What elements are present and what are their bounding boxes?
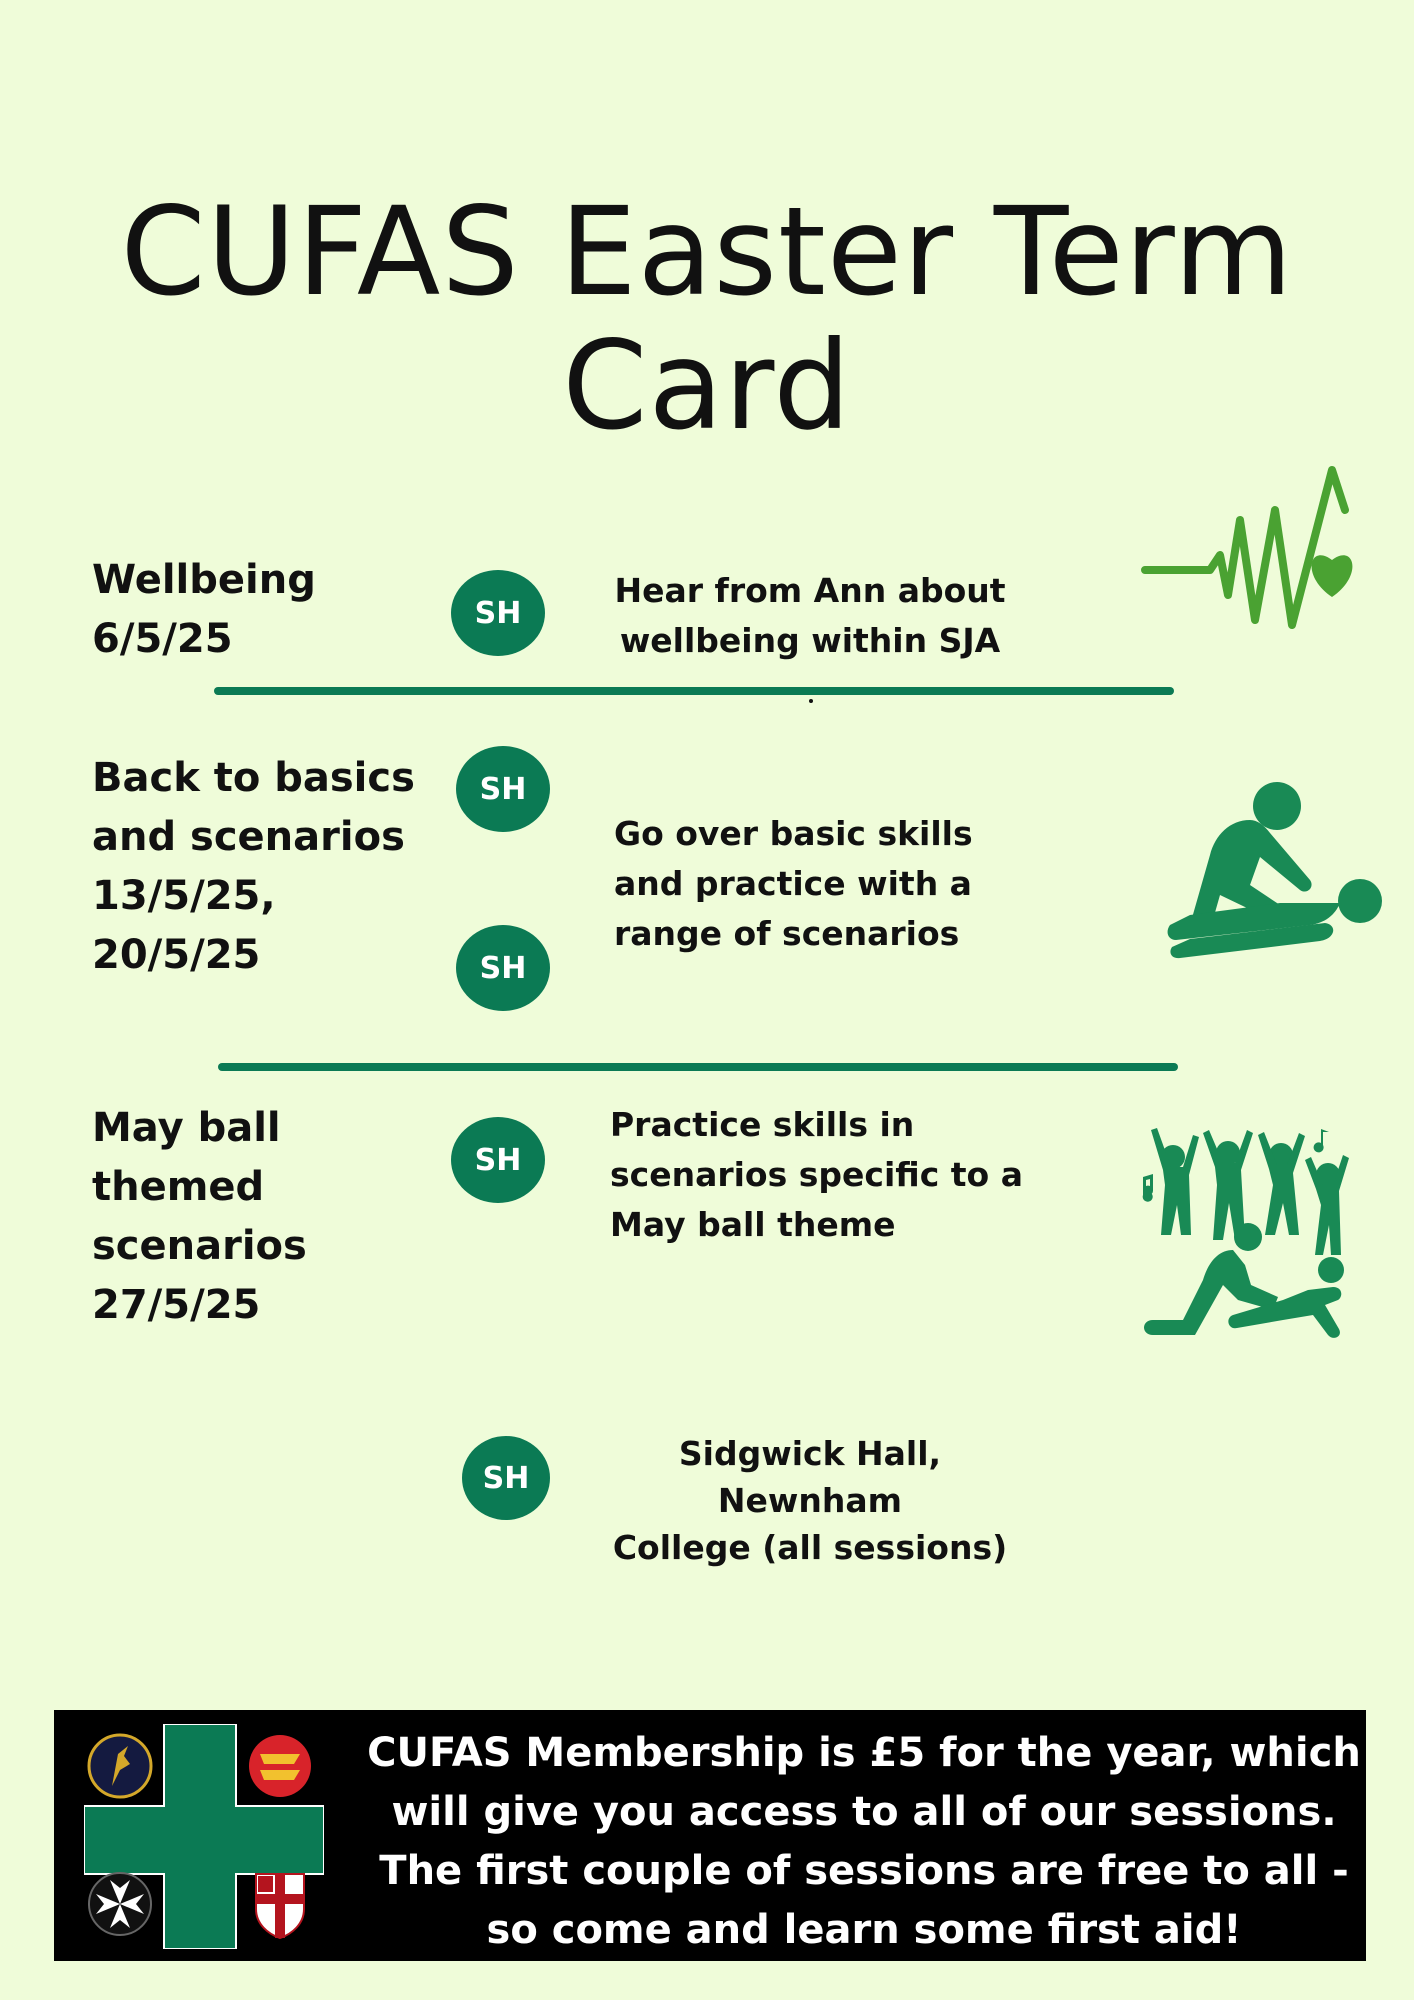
college-shield-icon (255, 1873, 305, 1940)
session-mayball-description: Practice skills in scenarios specific to… (610, 1105, 1023, 1244)
location-badge: SH (456, 925, 550, 1011)
lion-crest-icon (249, 1735, 311, 1797)
membership-footer: CUFAS Membership is £5 for the year, whi… (54, 1710, 1366, 1961)
session-wellbeing-description: Hear from Ann about wellbeing within SJA (614, 571, 1006, 660)
heartbeat-icon (1141, 466, 1353, 629)
legend-badge: SH (462, 1436, 550, 1520)
location-badge: SH (451, 570, 545, 656)
location-badge: SH (456, 746, 550, 832)
section-divider (218, 1063, 1178, 1071)
location-badge: SH (451, 1117, 545, 1203)
divider-dot (809, 699, 813, 703)
page-title: CUFAS Easter Term Card (120, 181, 1294, 458)
maltese-cross-icon (88, 1872, 152, 1936)
session-basics-description: Go over basic skills and practice with a… (614, 814, 973, 953)
session-basics-label: Back to basics and scenarios 13/5/25, 20… (92, 755, 415, 978)
session-mayball-label: May ball themed scenarios 27/5/25 (92, 1105, 307, 1328)
cufas-logo (84, 1724, 324, 1949)
section-divider (214, 687, 1174, 695)
legend-location-text: Sidgwick Hall, Newnham College (all sess… (612, 1434, 1008, 1567)
dancing-crowd-cpr-icon (1142, 1128, 1349, 1338)
membership-text: CUFAS Membership is £5 for the year, whi… (367, 1730, 1361, 1953)
heron-crest-icon (87, 1733, 153, 1799)
session-wellbeing-label: Wellbeing 6/5/25 (92, 557, 316, 662)
cpr-icon (1167, 782, 1382, 959)
